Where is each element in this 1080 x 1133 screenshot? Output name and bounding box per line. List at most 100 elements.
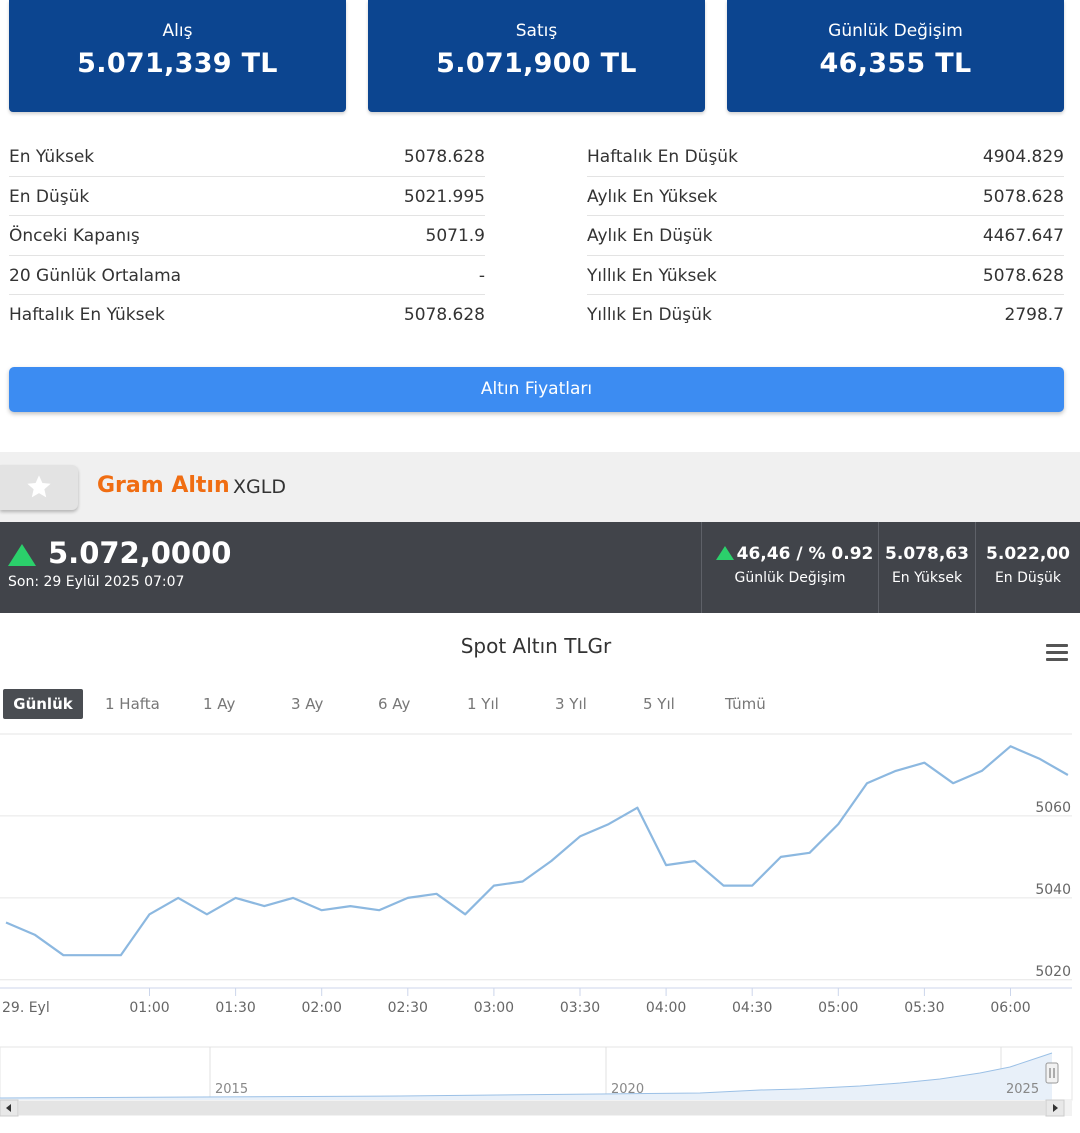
stat-value: -	[478, 265, 485, 286]
daily-change-value: 46,46 / % 0.92	[736, 544, 874, 564]
sell-value: 5.071,900 TL	[436, 48, 637, 79]
stat-row: Yıllık En Yüksek 5078.628	[587, 256, 1064, 295]
daily-change-value: 46,355 TL	[819, 48, 972, 79]
y-tick-label: 5040	[1035, 882, 1071, 898]
stat-value: 4904.829	[982, 147, 1064, 167]
x-tick-label: 05:30	[904, 1000, 944, 1016]
up-arrow-icon	[716, 546, 734, 560]
stats-table-right: Haftalık En Düşük 4904.829 Aylık En Yükse…	[587, 137, 1064, 335]
daily-change-cell: 46,46 / % 0.92 Günlük Değişim	[701, 522, 878, 613]
daily-change-card: Günlük Değişim 46,355 TL	[727, 0, 1064, 112]
daily-change-label: Günlük Değişim	[734, 570, 846, 586]
tab-daily[interactable]: Günlük	[3, 689, 83, 719]
hamburger-menu-icon[interactable]	[1046, 644, 1068, 662]
sell-label: Satış	[515, 21, 558, 41]
tab-3-months[interactable]: 3 Ay	[291, 695, 324, 713]
chevron-right-icon	[1053, 1104, 1058, 1112]
tab-5-years[interactable]: 5 Yıl	[643, 695, 675, 713]
up-arrow-icon	[8, 544, 36, 566]
stat-row: En Düşük 5021.995	[9, 177, 485, 216]
stat-value: 5078.628	[403, 305, 485, 325]
tab-1-month[interactable]: 1 Ay	[203, 695, 236, 713]
stat-label: Haftalık En Düşük	[587, 147, 738, 167]
price-cards: Alış 5.071,339 TL Satış 5.071,900 TL Gün…	[0, 0, 1080, 112]
day-low-label: En Düşük	[994, 570, 1062, 586]
stat-label: Aylık En Düşük	[587, 226, 713, 246]
last-price: 5.072,0000	[48, 536, 232, 570]
stats-table-left: En Yüksek 5078.628 En Düşük 5021.995 Öncek…	[9, 137, 485, 335]
y-tick-label: 5060	[1035, 800, 1071, 816]
tab-all[interactable]: Tümü	[725, 695, 766, 713]
x-tick-label: 04:30	[732, 1000, 772, 1016]
day-high-label: En Yüksek	[891, 570, 963, 586]
navigator-label: 2025	[1006, 1082, 1039, 1097]
day-low-value: 5.022,00	[986, 544, 1070, 564]
stat-row: Aylık En Düşük 4467.647	[587, 216, 1064, 256]
instrument-code: XGLD	[233, 476, 286, 498]
stat-value: 4467.647	[982, 226, 1064, 246]
buy-value: 5.071,339 TL	[77, 48, 278, 79]
day-high-value: 5.078,63	[885, 544, 969, 564]
navigator-label: 2020	[611, 1082, 644, 1097]
instrument-name: Gram Altın	[97, 473, 230, 498]
x-tick-label: 06:00	[990, 1000, 1030, 1016]
stat-label: Önceki Kapanış	[9, 226, 140, 246]
day-high-cell: 5.078,63 En Yüksek	[878, 522, 975, 613]
stat-row: Yıllık En Düşük 2798.7	[587, 295, 1064, 335]
stat-label: Yıllık En Yüksek	[587, 265, 717, 286]
favorite-button[interactable]	[0, 465, 78, 510]
navigator-label: 2015	[215, 1082, 248, 1097]
stat-row: 20 Günlük Ortalama -	[9, 256, 485, 295]
x-tick-label: 05:00	[818, 1000, 858, 1016]
y-tick-label: 5020	[1035, 964, 1071, 980]
day-low-cell: 5.022,00 En Düşük	[975, 522, 1080, 613]
x-tick-label: 29. Eyl	[2, 1000, 50, 1016]
navigator-line	[0, 1052, 1053, 1099]
stat-label: Yıllık En Düşük	[587, 305, 712, 325]
price-chart: 5020 5040 5060 29. Eyl 01:00 01:30 02:00 02:30 0…	[0, 733, 1072, 1016]
stat-label: En Yüksek	[9, 147, 95, 167]
x-tick-label: 02:30	[388, 1000, 428, 1016]
stat-row: En Yüksek 5078.628	[9, 137, 485, 177]
tab-1-week[interactable]: 1 Hafta	[105, 695, 160, 713]
stat-value: 2798.7	[1004, 305, 1064, 325]
chevron-left-icon	[6, 1104, 11, 1112]
x-tick-label: 04:00	[646, 1000, 686, 1016]
stat-value: 5078.628	[982, 265, 1064, 286]
x-tick-label: 03:30	[560, 1000, 600, 1016]
stat-label: Haftalık En Yüksek	[9, 305, 165, 325]
chart-navigator[interactable]: 2015 2020 2025	[0, 1045, 1080, 1120]
stat-value: 5078.628	[982, 186, 1064, 207]
stat-row: Haftalık En Yüksek 5078.628	[9, 295, 485, 335]
last-update: Son: 29 Eylül 2025 07:07	[8, 574, 185, 590]
x-tick-label: 01:00	[129, 1000, 169, 1016]
x-tick-label: 03:00	[474, 1000, 514, 1016]
tab-1-year[interactable]: 1 Yıl	[467, 695, 499, 713]
x-tick-label: 02:00	[302, 1000, 342, 1016]
buy-card: Alış 5.071,339 TL	[9, 0, 346, 112]
buy-label: Alış	[162, 21, 193, 41]
stat-value: 5021.995	[403, 186, 485, 207]
sell-card: Satış 5.071,900 TL	[368, 0, 705, 112]
stat-label: 20 Günlük Ortalama	[9, 265, 182, 286]
stat-value: 5078.628	[403, 147, 485, 167]
price-line	[5, 745, 1069, 957]
stat-row: Haftalık En Düşük 4904.829	[587, 137, 1064, 177]
daily-change-label: Günlük Değişim	[828, 21, 963, 41]
chart-title: Spot Altın TLGr	[460, 634, 612, 658]
x-tick-label: 01:30	[215, 1000, 255, 1016]
stat-value: 5071.9	[425, 226, 485, 246]
instrument-header: Gram Altın XGLD	[0, 452, 1080, 522]
navigator-handle[interactable]	[1045, 1062, 1059, 1084]
gold-prices-button[interactable]: Altın Fiyatları	[9, 367, 1064, 412]
star-icon	[27, 475, 51, 498]
price-bar: 5.072,0000 Son: 29 Eylül 2025 07:07 46,4…	[0, 522, 1080, 613]
stat-row: Önceki Kapanış 5071.9	[9, 216, 485, 256]
navigator-area	[0, 1053, 1052, 1100]
tab-3-years[interactable]: 3 Yıl	[555, 695, 587, 713]
stat-row: Aylık En Yüksek 5078.628	[587, 177, 1064, 216]
stat-label: Aylık En Yüksek	[587, 186, 718, 207]
scrollbar-thumb[interactable]	[19, 1101, 1045, 1115]
tab-6-months[interactable]: 6 Ay	[378, 695, 411, 713]
stat-label: En Düşük	[9, 186, 90, 207]
